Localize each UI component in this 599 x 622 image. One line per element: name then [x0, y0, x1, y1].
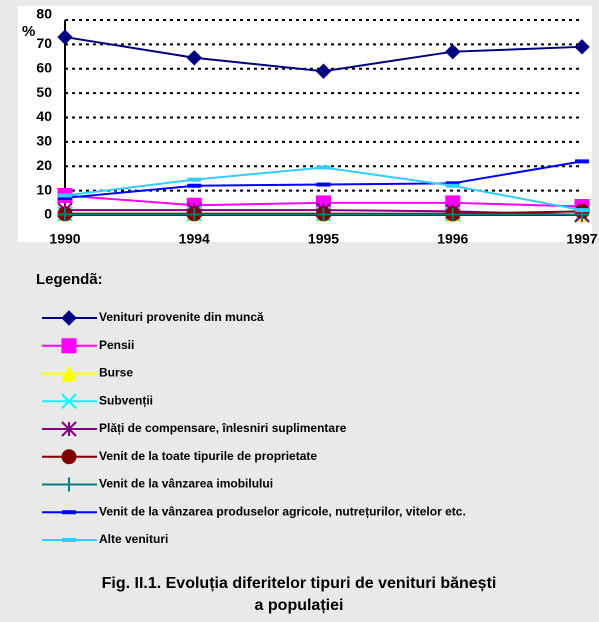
y-tick-label: 30: [36, 133, 52, 149]
point-marker: [186, 50, 202, 66]
x-tick-label: 1990: [49, 231, 80, 247]
caption: a populației: [255, 597, 344, 614]
legend-label: Plăți de compensare, înlesniri supliment…: [99, 421, 347, 435]
legend-marker: [61, 421, 77, 437]
y-axis-label: %: [22, 23, 35, 40]
legend-label: Venituri provenite din muncă: [99, 310, 264, 324]
point-marker: [315, 63, 332, 79]
legend-marker: [62, 477, 76, 492]
legend-label: Venit de la vânzarea produselor agricole…: [99, 504, 466, 518]
legend-label: Venit de la vânzarea imobilului: [99, 477, 273, 491]
legend-marker: [61, 310, 77, 326]
legend-marker: [61, 393, 77, 409]
legend-marker: [61, 338, 77, 354]
y-tick-label: 70: [36, 35, 52, 51]
legend-label: Pensii: [99, 338, 134, 352]
point-marker: [445, 43, 461, 60]
y-tick-label: 20: [36, 157, 52, 173]
y-tick-label: 50: [36, 84, 52, 100]
legend-marker: [61, 365, 77, 381]
point-marker: [57, 29, 73, 45]
x-tick-label: 1995: [308, 231, 339, 247]
point-marker: [316, 207, 331, 222]
plot-background: [18, 6, 592, 242]
legend-label: Subvenții: [99, 393, 153, 407]
point-marker: [445, 207, 460, 222]
legend-marker: [61, 449, 77, 465]
y-tick-label: 10: [36, 181, 52, 197]
caption: Fig. II.1. Evoluția diferitelor tipuri d…: [102, 575, 497, 592]
point-marker: [574, 39, 590, 55]
x-tick-label: 1997: [566, 231, 597, 247]
legend-label: Alte venituri: [99, 532, 168, 546]
x-tick-label: 1996: [437, 231, 468, 247]
x-tick-label: 1994: [179, 231, 210, 247]
point-marker: [187, 207, 202, 222]
point-marker: [58, 207, 72, 222]
legend-label: Burse: [99, 366, 133, 380]
legend-title: Legendã:: [36, 271, 103, 288]
y-tick-label: 0: [44, 206, 52, 222]
y-tick-label: 40: [36, 108, 52, 124]
y-tick-label: 60: [36, 59, 52, 75]
y-tick-label: 80: [36, 6, 52, 22]
legend-label: Venit de la toate tipurile de proprietat…: [99, 449, 317, 463]
